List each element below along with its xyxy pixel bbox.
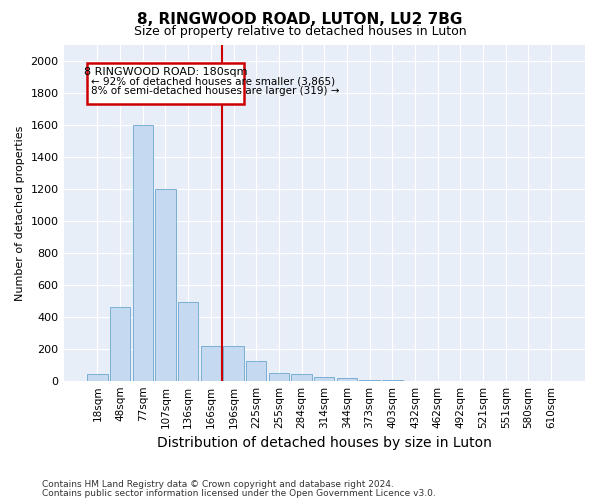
Y-axis label: Number of detached properties: Number of detached properties (15, 125, 25, 300)
Text: Contains public sector information licensed under the Open Government Licence v3: Contains public sector information licen… (42, 488, 436, 498)
Text: 8% of semi-detached houses are larger (319) →: 8% of semi-detached houses are larger (3… (91, 86, 339, 96)
Bar (155, 189, 176, 380)
Bar (314, 376, 334, 380)
Bar (246, 362, 266, 380)
Bar (87, 62, 244, 104)
Bar (133, 125, 153, 380)
Text: 8 RINGWOOD ROAD: 180sqm: 8 RINGWOOD ROAD: 180sqm (84, 68, 247, 78)
X-axis label: Distribution of detached houses by size in Luton: Distribution of detached houses by size … (157, 436, 492, 450)
Bar (292, 374, 312, 380)
Bar (178, 302, 199, 380)
Text: 8, RINGWOOD ROAD, LUTON, LU2 7BG: 8, RINGWOOD ROAD, LUTON, LU2 7BG (137, 12, 463, 28)
Text: ← 92% of detached houses are smaller (3,865): ← 92% of detached houses are smaller (3,… (91, 76, 335, 86)
Bar (87, 374, 107, 380)
Bar (110, 307, 130, 380)
Text: Size of property relative to detached houses in Luton: Size of property relative to detached ho… (134, 25, 466, 38)
Bar (269, 372, 289, 380)
Bar (200, 346, 221, 380)
Bar (337, 378, 357, 380)
Text: Contains HM Land Registry data © Crown copyright and database right 2024.: Contains HM Land Registry data © Crown c… (42, 480, 394, 489)
Bar (223, 346, 244, 380)
